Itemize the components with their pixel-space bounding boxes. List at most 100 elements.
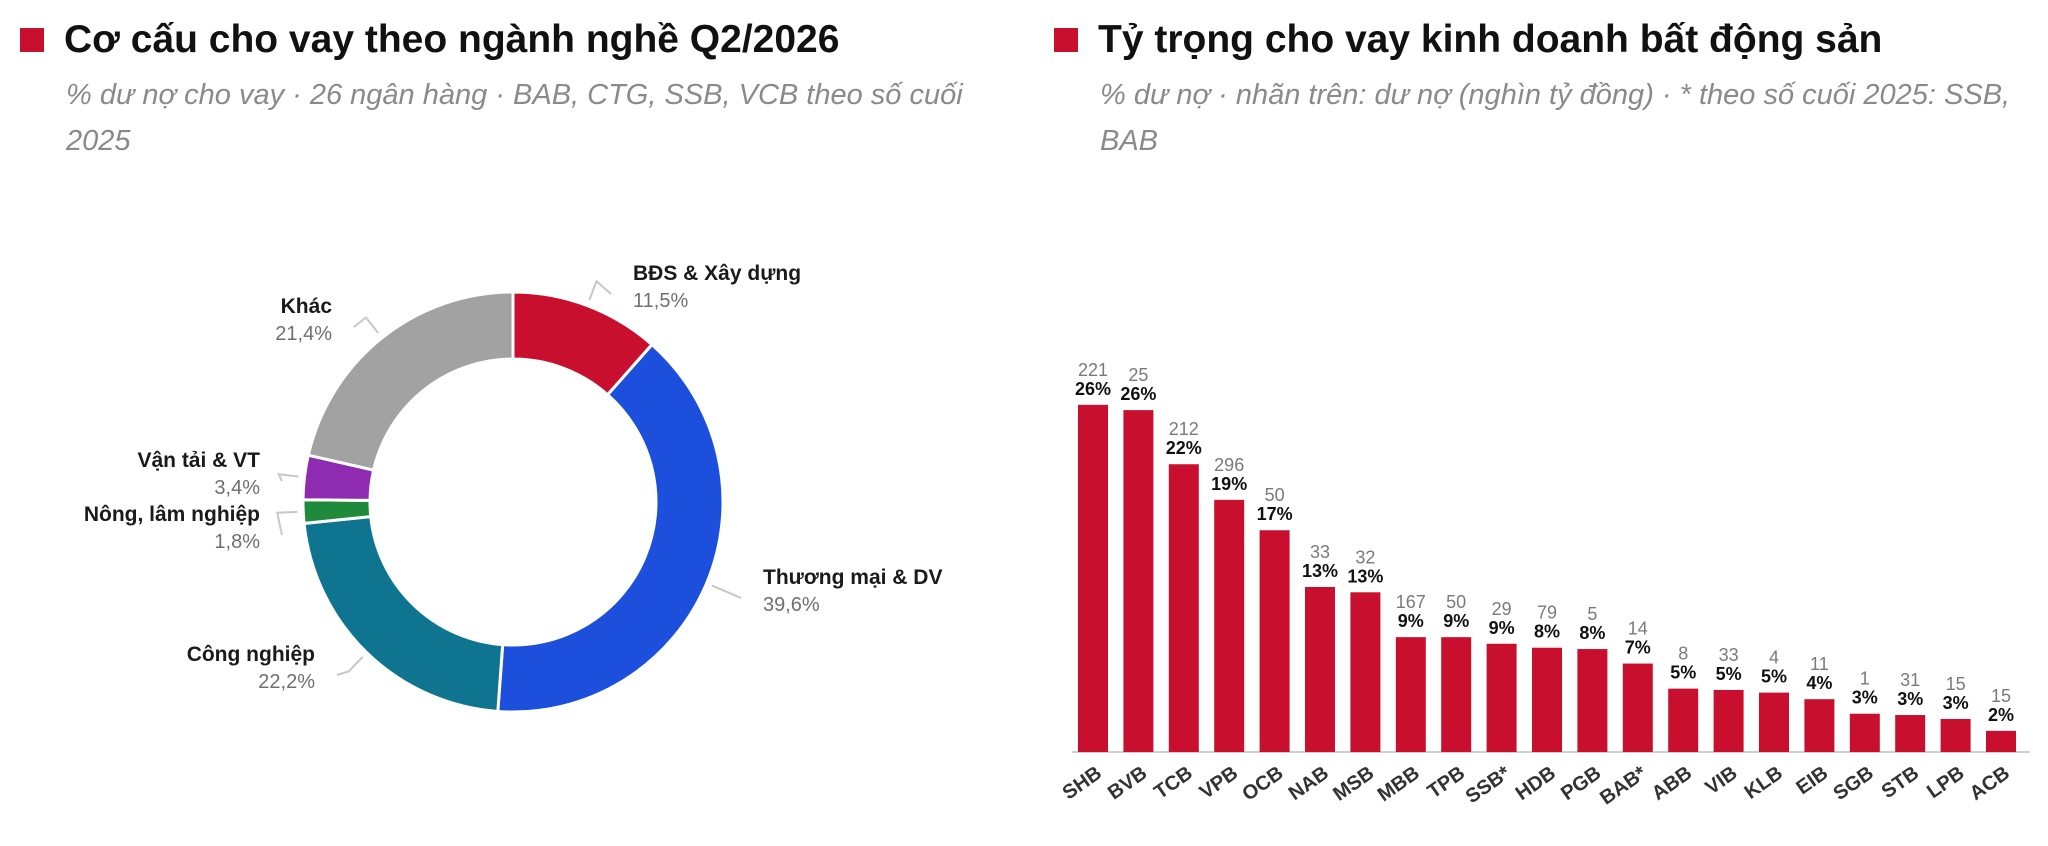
bar [1713, 689, 1744, 752]
bar-pct-label: 5% [1716, 664, 1742, 684]
left-chart-subtitle: % dư nợ cho vay · 26 ngân hàng · BAB, CT… [66, 79, 963, 157]
bar-top-label: 50 [1446, 592, 1466, 612]
bar-pct-label: 26% [1075, 379, 1111, 399]
bar [1305, 587, 1335, 752]
bar-top-label: 15 [1946, 674, 1966, 694]
right-title-row: Tỷ trọng cho vay kinh doanh bất động sản [1054, 18, 1882, 62]
left-title-row: Cơ cấu cho vay theo ngành nghề Q2/2026 [20, 18, 839, 62]
bar-top-label: 25 [1128, 365, 1148, 385]
bar-pct-label: 7% [1625, 638, 1651, 658]
x-tick-label: BVB [1104, 762, 1151, 804]
bar-pct-label: 8% [1534, 622, 1560, 642]
leader-line [588, 279, 612, 301]
bar-top-label: 15 [1991, 686, 2011, 706]
leader-line [336, 656, 364, 676]
bar-pct-label: 3% [1897, 689, 1923, 709]
bar [1849, 713, 1880, 752]
bar-pct-label: 17% [1257, 504, 1293, 524]
donut-slice-1 [496, 342, 725, 714]
bar-pct-label: 9% [1398, 611, 1424, 631]
slice-value-label: 21,4% [275, 323, 332, 345]
x-tick-label: SGB [1830, 762, 1878, 805]
bar [1078, 404, 1108, 752]
bar-top-label: 167 [1396, 592, 1426, 612]
x-tick-label: TCB [1150, 762, 1196, 804]
real-estate-share-panel: Tỷ trọng cho vay kinh doanh bất động sản… [1050, 0, 2048, 846]
slice-value-label: 1,8% [214, 531, 260, 553]
slice-name-label: Nông, lâm nghiệp [84, 503, 260, 526]
x-tick-label: LPB [1923, 762, 1968, 803]
bar-top-label: 221 [1078, 360, 1108, 380]
bar [1986, 730, 2016, 752]
bar [1577, 649, 1608, 752]
bar-top-label: 212 [1169, 419, 1199, 439]
bar-pct-label: 3% [1943, 693, 1969, 713]
slice-name-label: Thương mại & DV [763, 566, 942, 589]
x-tick-label: EIB [1792, 762, 1832, 799]
bar [1214, 499, 1245, 752]
x-tick-label: STB [1878, 762, 1923, 803]
bar [1804, 699, 1835, 752]
bar [1895, 715, 1926, 752]
bar-pct-label: 19% [1211, 474, 1247, 494]
x-tick-label: OCB [1238, 762, 1287, 806]
bar [1940, 719, 1971, 752]
x-tick-label: SSB* [1462, 762, 1515, 808]
bar [1350, 592, 1381, 752]
bar-pct-label: 2% [1988, 705, 2014, 725]
bar [1259, 530, 1290, 752]
bar-top-label: 8 [1678, 644, 1688, 664]
x-tick-label: TPB [1424, 762, 1469, 803]
donut-slice-5 [306, 290, 515, 472]
bar-pct-label: 9% [1489, 618, 1515, 638]
x-tick-label: MBB [1374, 762, 1424, 806]
title-marker [20, 28, 44, 52]
slice-value-label: 11,5% [633, 290, 688, 312]
x-tick-label: VIB [1702, 762, 1742, 799]
bar-top-label: 79 [1537, 603, 1557, 623]
bar-pct-label: 4% [1806, 673, 1832, 693]
bar [1668, 688, 1699, 752]
left-chart-title: Cơ cấu cho vay theo ngành nghề Q2/2026 [64, 18, 840, 61]
title-marker [1054, 28, 1078, 52]
right-chart-subtitle: % dư nợ · nhãn trên: dư nợ (nghìn tỷ đồn… [1100, 79, 2011, 157]
bar [1759, 692, 1789, 752]
donut-chart: BĐS & Xây dựng 11,5% Thương mại & DV 39,6% C… [84, 262, 942, 714]
slice-name-label: Vận tải & VT [137, 449, 260, 472]
bar-top-label: 1 [1860, 669, 1870, 689]
bar-top-label: 29 [1492, 599, 1512, 619]
right-chart-title: Tỷ trọng cho vay kinh doanh bất động sản [1098, 18, 1883, 61]
bar [1395, 637, 1426, 752]
x-tick-label: NAB [1285, 762, 1333, 805]
bar [1168, 464, 1199, 752]
x-tick-label: MSB [1329, 762, 1378, 806]
slice-value-label: 22,2% [258, 671, 315, 693]
x-tick-label: VPB [1196, 762, 1242, 804]
bar [1486, 643, 1517, 752]
leader-line [353, 316, 380, 334]
x-tick-label: BAB* [1596, 762, 1651, 809]
bar-top-label: 50 [1265, 485, 1285, 505]
x-tick-label: KLB [1741, 762, 1787, 804]
bar-pct-label: 13% [1347, 566, 1383, 586]
x-tick-label: PGB [1557, 762, 1605, 805]
slice-name-label: Khác [281, 295, 333, 318]
slice-name-label: Công nghiệp [187, 643, 315, 666]
x-tick-label: ACB [1966, 762, 2014, 805]
bar-top-label: 11 [1810, 654, 1829, 674]
bar-pct-label: 8% [1579, 623, 1605, 643]
x-tick-label: HDB [1512, 762, 1560, 805]
bar-pct-label: 5% [1670, 663, 1696, 683]
bar-top-label: 14 [1628, 619, 1648, 639]
slice-name-label: BĐS & Xây dựng [633, 262, 801, 285]
bar-chart: 26%221SHB26%25BVB22%212TCB19%296VPB17%50… [1059, 360, 2030, 809]
bar-top-label: 31 [1900, 670, 1920, 690]
bar [1622, 663, 1653, 752]
bar-top-label: 4 [1769, 648, 1779, 668]
bar-pct-label: 26% [1120, 384, 1156, 404]
x-tick-label: ABB [1648, 762, 1696, 805]
bar [1532, 647, 1562, 752]
bar-pct-label: 9% [1443, 611, 1469, 631]
leader-line [276, 510, 298, 536]
slice-value-label: 3,4% [214, 477, 260, 499]
